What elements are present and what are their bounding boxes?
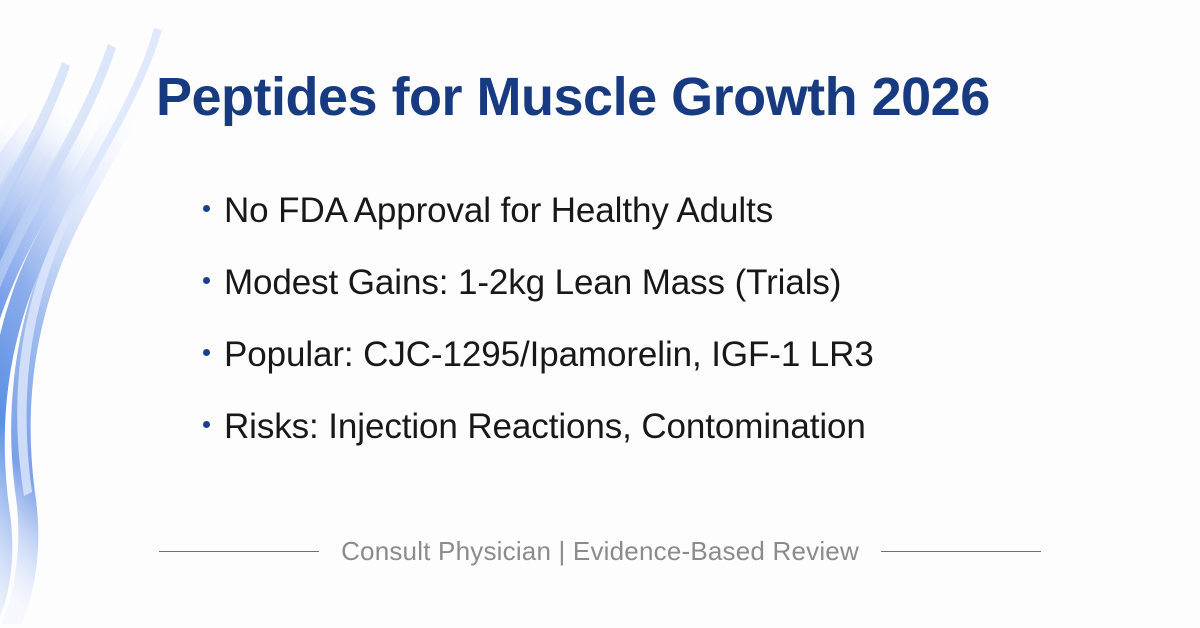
list-item-label: Modest Gains: 1-2kg Lean Mass (Trials) bbox=[224, 263, 842, 302]
list-item-label: Popular: CJC-1295/Ipamorelin, IGF-1 LR3 bbox=[224, 335, 874, 374]
list-item: Risks: Injection Reactions, Contominatio… bbox=[200, 409, 1060, 481]
footer: Consult Physician | Evidence-Based Revie… bbox=[0, 536, 1200, 567]
bullet-dot-icon bbox=[200, 408, 224, 442]
list-item: No FDA Approval for Healthy Adults bbox=[200, 193, 1060, 265]
bullet-dot-icon bbox=[200, 336, 224, 370]
ribbon-strand bbox=[0, 44, 116, 288]
list-item-label: Risks: Injection Reactions, Contominatio… bbox=[224, 407, 866, 446]
list-item: Popular: CJC-1295/Ipamorelin, IGF-1 LR3 bbox=[200, 337, 1060, 409]
ribbon-strand bbox=[0, 94, 38, 185]
bullet-list: No FDA Approval for Healthy Adults Modes… bbox=[200, 193, 1060, 481]
list-item-label: No FDA Approval for Healthy Adults bbox=[224, 191, 774, 230]
bullet-dot-icon bbox=[200, 264, 224, 298]
footer-rule-left bbox=[159, 551, 320, 552]
ribbon-strand bbox=[0, 62, 70, 213]
footer-label: Consult Physician | Evidence-Based Revie… bbox=[341, 536, 859, 566]
ribbon-strand bbox=[0, 78, 60, 209]
ribbon-strand bbox=[17, 28, 163, 496]
ribbon-strand bbox=[0, 54, 106, 269]
footer-rule-right bbox=[880, 551, 1041, 552]
list-item: Modest Gains: 1-2kg Lean Mass (Trials) bbox=[200, 265, 1060, 337]
ribbon-strand bbox=[0, 64, 84, 236]
ribbon-strand bbox=[0, 112, 16, 159]
bullet-dot-icon bbox=[200, 192, 224, 226]
page-title: Peptides for Muscle Growth 2026 bbox=[156, 67, 990, 127]
